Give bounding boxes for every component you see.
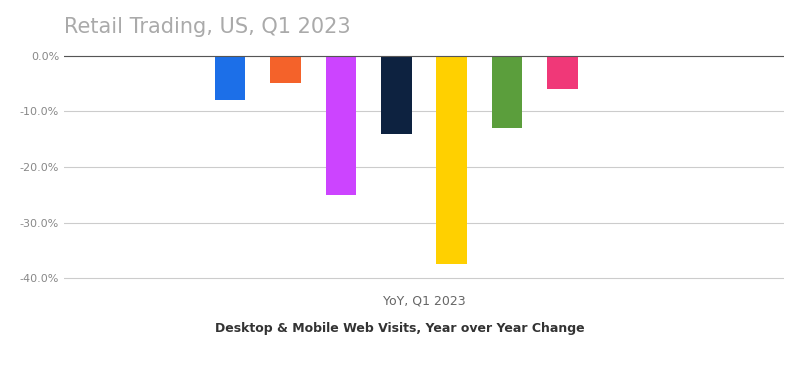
Text: Desktop & Mobile Web Visits, Year over Year Change: Desktop & Mobile Web Visits, Year over Y… [215, 322, 585, 335]
Bar [270, 56, 301, 83]
Bar [381, 56, 411, 134]
Text: Retail Trading, US, Q1 2023: Retail Trading, US, Q1 2023 [64, 17, 350, 37]
Bar [437, 56, 467, 264]
X-axis label: YoY, Q1 2023: YoY, Q1 2023 [382, 295, 466, 308]
Bar [215, 56, 246, 100]
Bar [547, 56, 578, 89]
Bar [326, 56, 356, 195]
Bar [492, 56, 522, 128]
